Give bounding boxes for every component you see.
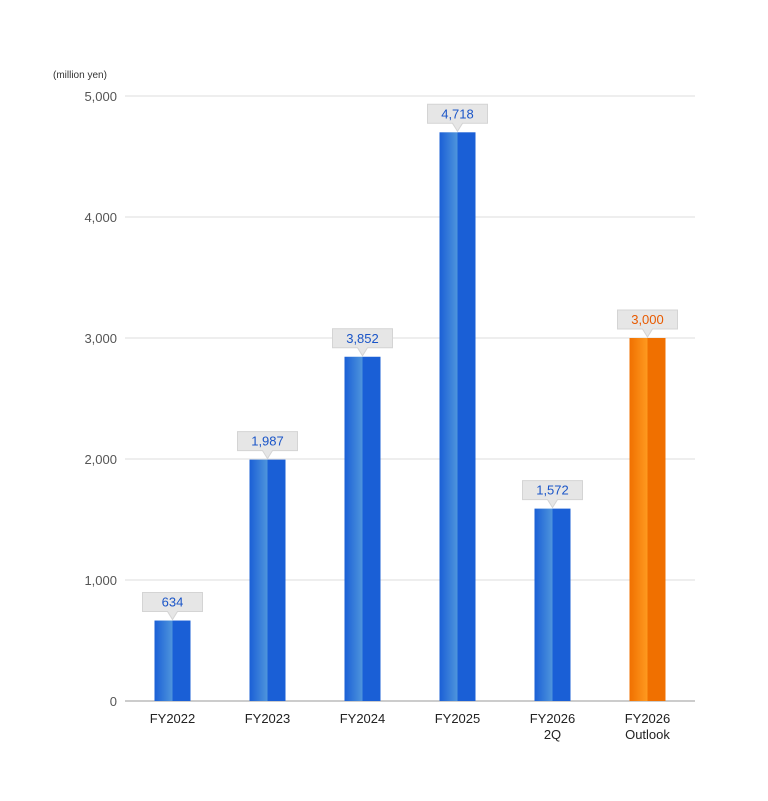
value-callout: 4,718 <box>427 103 488 133</box>
x-tick-label: FY2026 <box>625 711 671 726</box>
y-tick-label: 0 <box>110 694 117 709</box>
value-callout: 634 <box>142 592 203 621</box>
bar <box>249 459 286 701</box>
bar <box>534 508 571 701</box>
bar <box>629 338 666 701</box>
value-callout: 1,572 <box>522 480 583 509</box>
data-label: 3,000 <box>631 312 664 327</box>
x-tick-label: Outlook <box>625 727 670 742</box>
value-callout: 1,987 <box>237 431 298 460</box>
data-label: 1,572 <box>536 483 569 498</box>
x-tick-label: FY2023 <box>245 711 291 726</box>
y-tick-label: 3,000 <box>84 331 117 346</box>
callout-box <box>522 480 583 509</box>
y-tick-label: 2,000 <box>84 452 117 467</box>
data-label: 3,852 <box>346 331 379 346</box>
bars-layer <box>154 132 666 702</box>
bar <box>154 620 191 701</box>
callout-box <box>427 103 488 133</box>
y-tick-label: 4,000 <box>84 210 117 225</box>
callout-box <box>142 592 203 621</box>
y-tick-label: 5,000 <box>84 89 117 104</box>
bar <box>344 356 381 701</box>
callout-box <box>617 309 678 338</box>
value-callout: 3,852 <box>332 328 393 357</box>
bar <box>439 132 476 702</box>
callout-box <box>237 431 298 460</box>
labels-layer: 634 FY2022 1,987 FY2023 3,852 FY2024 4,718 FY20… <box>142 103 678 742</box>
x-tick-label: FY2025 <box>435 711 481 726</box>
x-tick-label: FY2022 <box>150 711 196 726</box>
data-label: 1,987 <box>251 434 284 449</box>
x-tick-label: FY2024 <box>340 711 386 726</box>
data-label: 634 <box>162 595 184 610</box>
grid-layer: 0 1,000 2,000 3,000 4,000 5,000 <box>84 89 695 709</box>
unit-label: (million yen) <box>53 70 107 81</box>
x-tick-label: 2Q <box>544 727 561 742</box>
data-label: 4,718 <box>441 106 474 121</box>
callout-box <box>332 328 393 357</box>
y-tick-label: 1,000 <box>84 573 117 588</box>
x-tick-label: FY2026 <box>530 711 576 726</box>
value-callout: 3,000 <box>617 309 678 338</box>
